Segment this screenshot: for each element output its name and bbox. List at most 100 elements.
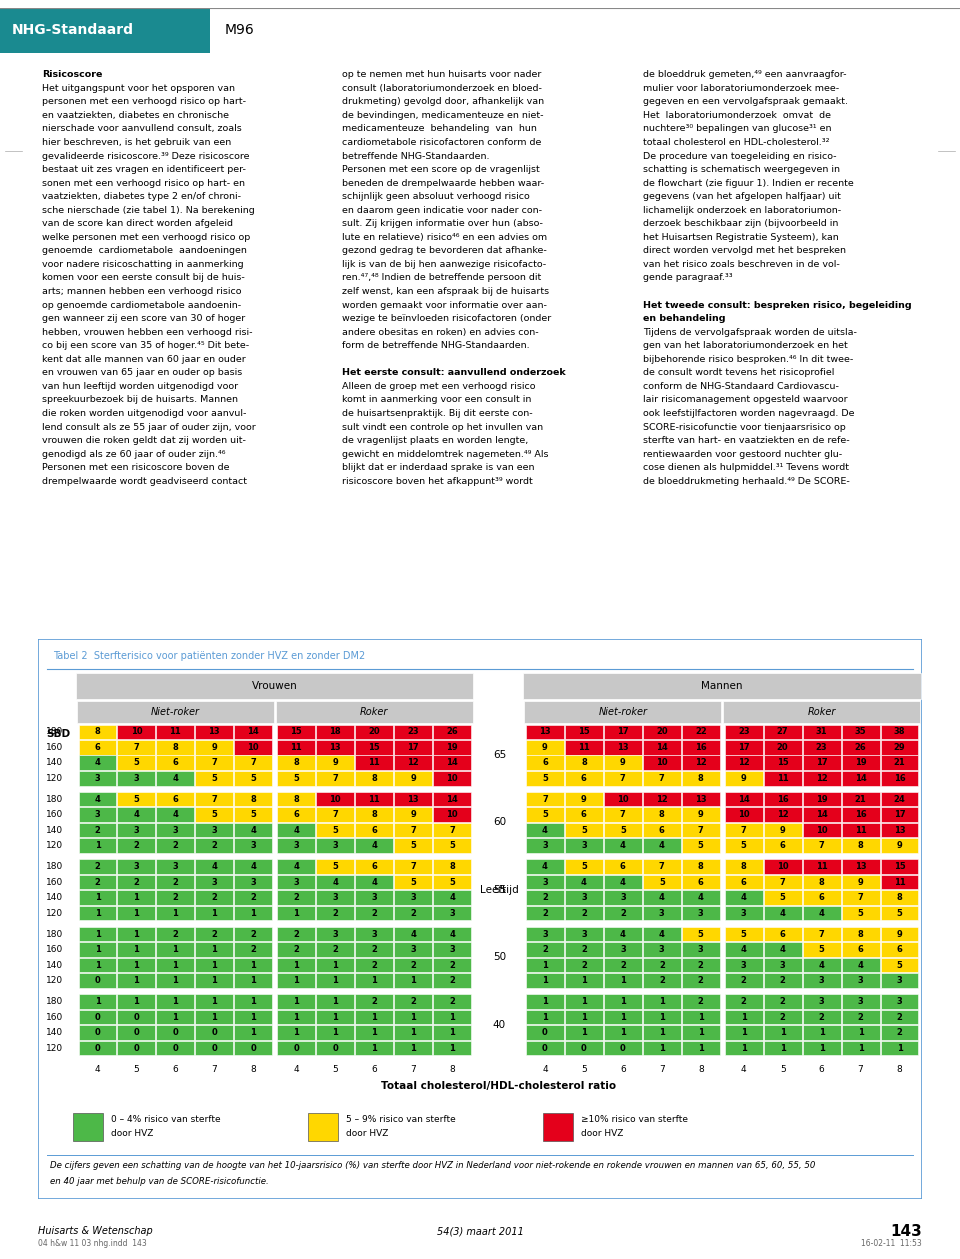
Text: de bloeddruk gemeten,⁴⁹ een aanvraagfor-: de bloeddruk gemeten,⁴⁹ een aanvraagfor- — [642, 71, 846, 79]
Bar — [156, 724, 194, 739]
Text: 11: 11 — [816, 862, 828, 871]
Bar — [355, 823, 393, 837]
Text: 5: 5 — [332, 826, 338, 835]
Text: 7: 7 — [410, 826, 416, 835]
Bar — [277, 771, 315, 786]
Text: 1: 1 — [659, 1044, 664, 1053]
Text: drukmeting) gevolgd door, afhankelijk van: drukmeting) gevolgd door, afhankelijk va… — [343, 97, 544, 106]
Bar — [682, 875, 720, 890]
Bar — [355, 927, 393, 942]
Bar — [682, 755, 720, 771]
Text: 120: 120 — [46, 841, 63, 850]
Bar — [803, 1041, 841, 1055]
Bar — [723, 701, 920, 723]
Text: gen wanneer zij een score van 30 of hoger: gen wanneer zij een score van 30 of hoge… — [42, 315, 245, 324]
Text: wezige te beïnvloeden risicofactoren (onder: wezige te beïnvloeden risicofactoren (on… — [343, 315, 552, 324]
Bar — [564, 890, 603, 905]
Text: 4: 4 — [780, 946, 785, 954]
Text: 19: 19 — [446, 743, 458, 752]
Text: De cijfers geven een schatting van de hoogte van het 10-jaarsrisico (%) van ster: De cijfers geven een schatting van de ho… — [50, 1162, 815, 1171]
Bar — [880, 823, 919, 837]
Text: 1: 1 — [211, 961, 217, 969]
Text: 6: 6 — [173, 1065, 179, 1074]
Text: ren.⁴⁷,⁴⁸ Indien de betreffende persoon dit: ren.⁴⁷,⁴⁸ Indien de betreffende persoon … — [343, 273, 541, 282]
Bar — [803, 755, 841, 771]
Text: 1: 1 — [372, 1044, 377, 1053]
Bar — [433, 973, 471, 988]
Bar — [79, 823, 116, 837]
Text: conform de NHG-Standaard Cardiovascu-: conform de NHG-Standaard Cardiovascu- — [642, 381, 838, 390]
Bar — [316, 906, 354, 920]
Bar — [156, 740, 194, 754]
Text: de vragenlijst plaats en worden lengte,: de vragenlijst plaats en worden lengte, — [343, 436, 529, 446]
Bar — [234, 724, 273, 739]
Text: 11: 11 — [578, 743, 589, 752]
Bar — [842, 792, 879, 807]
Bar — [842, 823, 879, 837]
Text: 2: 2 — [780, 1012, 785, 1022]
Text: 3: 3 — [95, 811, 101, 820]
Text: 3: 3 — [780, 961, 785, 969]
Bar — [526, 860, 564, 874]
Text: 15: 15 — [777, 758, 788, 767]
Text: 2: 2 — [620, 909, 626, 918]
Bar — [433, 995, 471, 1008]
Bar — [682, 1041, 720, 1055]
Bar — [643, 792, 681, 807]
Bar — [803, 995, 841, 1008]
Text: 5 – 9% risico van sterfte: 5 – 9% risico van sterfte — [346, 1115, 456, 1124]
Bar — [764, 875, 802, 890]
Text: 5: 5 — [581, 826, 587, 835]
Bar — [842, 995, 879, 1008]
Text: 1: 1 — [410, 1029, 416, 1037]
Text: 140: 140 — [46, 758, 63, 767]
Bar — [79, 860, 116, 874]
Bar — [604, 740, 642, 754]
Text: 1: 1 — [294, 1029, 300, 1037]
Text: 0: 0 — [133, 1012, 139, 1022]
Bar — [764, 973, 802, 988]
Bar — [842, 1010, 879, 1025]
Text: de bloeddrukmeting herhaald.⁴⁹ De SCORE-: de bloeddrukmeting herhaald.⁴⁹ De SCORE- — [642, 477, 850, 486]
Text: drempelwaarde wordt geadviseerd contact: drempelwaarde wordt geadviseerd contact — [42, 477, 247, 486]
Bar — [604, 860, 642, 874]
Bar — [564, 973, 603, 988]
Text: 6: 6 — [581, 811, 587, 820]
Bar — [117, 875, 156, 890]
Text: 15: 15 — [369, 743, 380, 752]
Bar — [316, 1026, 354, 1040]
Text: 1: 1 — [581, 1029, 587, 1037]
Bar — [764, 890, 802, 905]
Text: 20: 20 — [777, 743, 788, 752]
Text: 0: 0 — [95, 1029, 101, 1037]
Text: 140: 140 — [46, 1029, 63, 1037]
Text: arts; mannen hebben een verhoogd risico: arts; mannen hebben een verhoogd risico — [42, 287, 242, 296]
Bar — [79, 1010, 116, 1025]
Text: 5: 5 — [133, 794, 139, 803]
Text: Vrouwen: Vrouwen — [252, 681, 298, 691]
Text: 6: 6 — [857, 946, 863, 954]
Bar — [803, 860, 841, 874]
Text: 1: 1 — [173, 997, 179, 1006]
Text: 1: 1 — [897, 1044, 902, 1053]
Bar — [156, 838, 194, 854]
Bar — [842, 860, 879, 874]
Text: 3: 3 — [581, 841, 587, 850]
Bar — [803, 943, 841, 957]
Bar — [524, 701, 721, 723]
Text: 35: 35 — [854, 728, 866, 737]
Bar — [880, 906, 919, 920]
Text: 4: 4 — [332, 878, 338, 886]
Text: 2: 2 — [410, 961, 416, 969]
Text: 16: 16 — [695, 743, 707, 752]
Bar — [234, 823, 273, 837]
Bar — [526, 943, 564, 957]
Text: 2: 2 — [173, 878, 179, 886]
Text: 9: 9 — [211, 743, 217, 752]
Text: 140: 140 — [46, 826, 63, 835]
Text: op genoemde cardiometabole aandoenin-: op genoemde cardiometabole aandoenin- — [42, 301, 241, 310]
Bar — [395, 755, 432, 771]
Text: 2: 2 — [410, 909, 416, 918]
Bar — [117, 792, 156, 807]
Text: 5: 5 — [410, 841, 416, 850]
